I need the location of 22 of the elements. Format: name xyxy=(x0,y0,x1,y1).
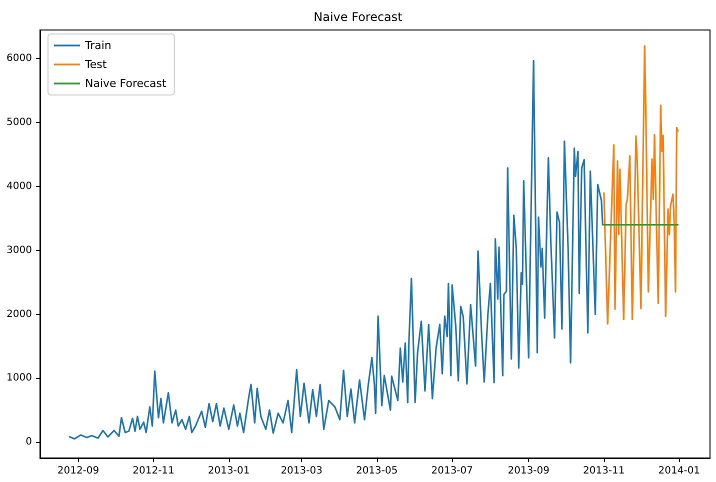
chart-title: Naive Forecast xyxy=(314,10,403,24)
legend-label: Train xyxy=(84,39,112,52)
line-series xyxy=(68,60,604,440)
x-tick-label: 2012-09 xyxy=(57,466,100,476)
y-tick-label: 4000 xyxy=(6,181,32,192)
y-tick-label: 1000 xyxy=(6,372,32,384)
x-tick-label: 2013-03 xyxy=(280,466,322,476)
y-tick-label: 5000 xyxy=(6,117,32,128)
legend-label: Test xyxy=(84,58,108,71)
legend-label: Naive Forecast xyxy=(85,77,168,90)
x-tick-label: 2012-11 xyxy=(132,466,174,476)
y-tick-label: 3000 xyxy=(6,244,32,256)
x-tick-label: 2013-07 xyxy=(431,466,474,476)
x-tick-label: 2013-01 xyxy=(208,466,250,476)
x-tick-label: 2013-09 xyxy=(508,466,550,476)
line-series xyxy=(603,45,679,325)
y-tick-label: 0 xyxy=(26,436,32,448)
x-tick-label: 2014-01 xyxy=(658,466,700,476)
x-tick-label: 2013-11 xyxy=(582,466,625,476)
y-tick-label: 6000 xyxy=(6,53,32,64)
y-tick-label: 2000 xyxy=(6,308,32,320)
x-tick-label: 2013-05 xyxy=(356,466,398,476)
